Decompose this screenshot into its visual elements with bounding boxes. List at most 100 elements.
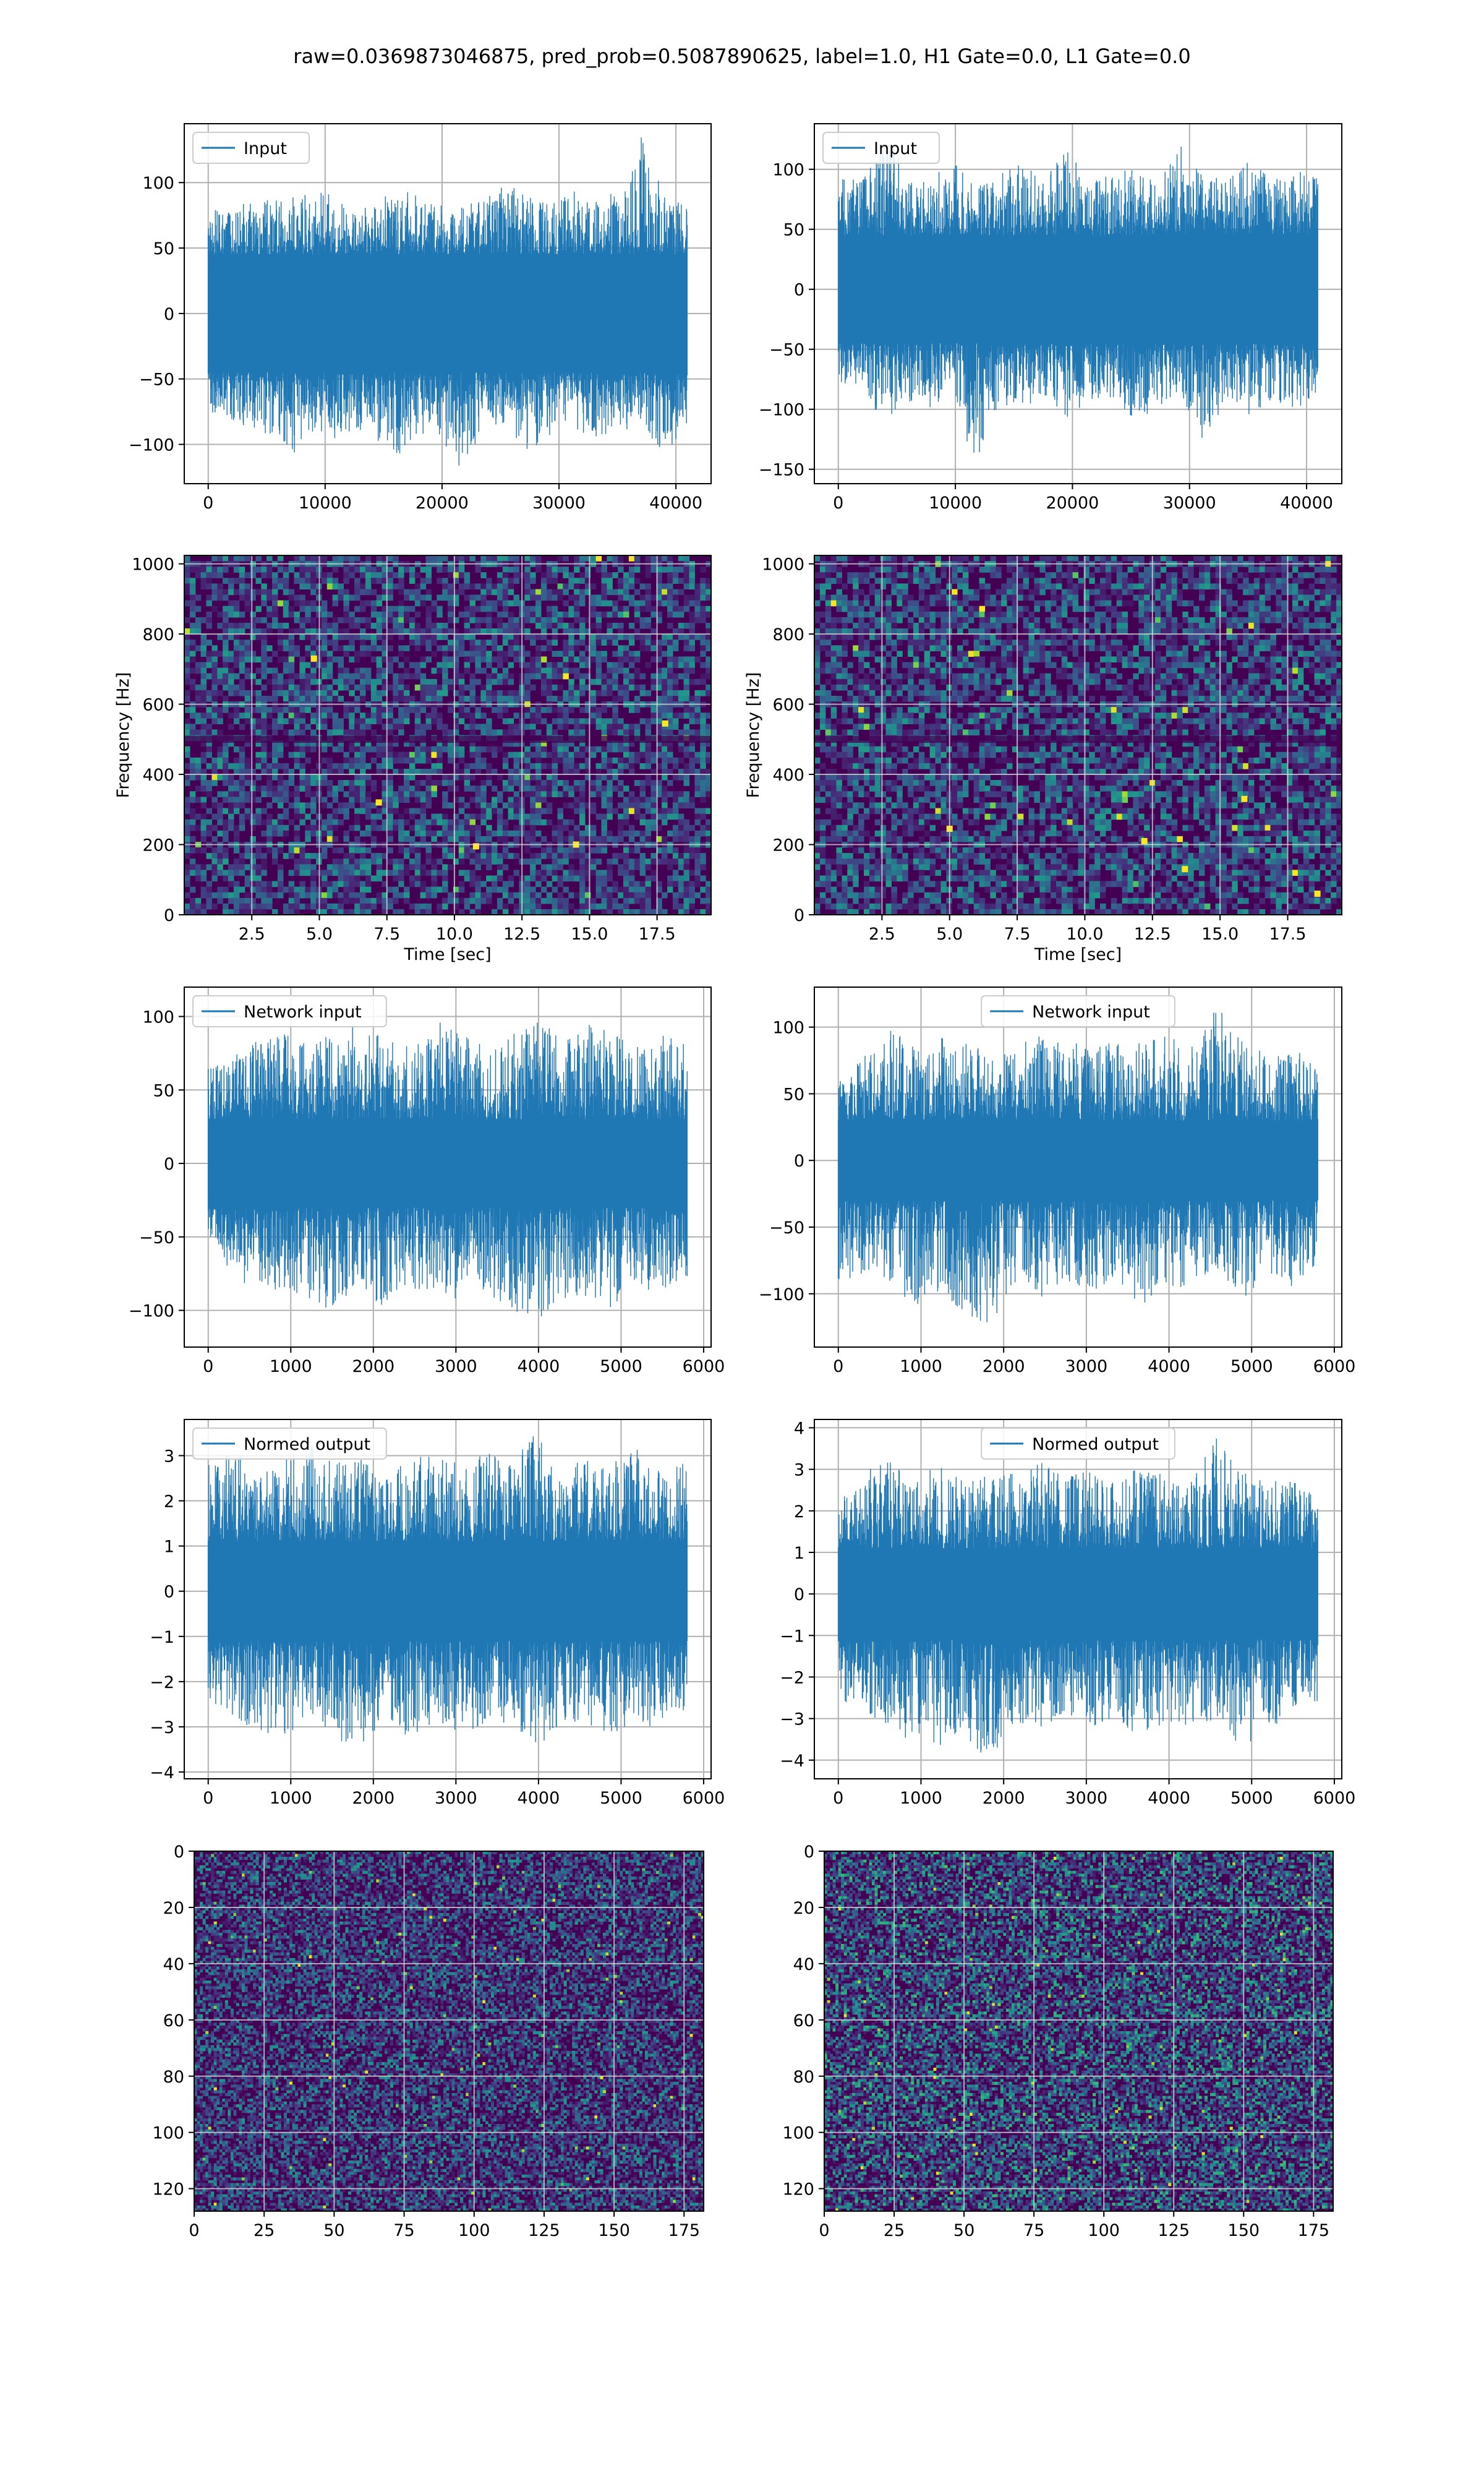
- y-tick-label: 400: [142, 766, 174, 785]
- x-tick-label: 1000: [900, 1357, 942, 1376]
- x-tick-label: 0: [203, 494, 213, 513]
- x-tick-label: 3000: [1065, 1789, 1108, 1808]
- l1-spectrogram-line-notch: [814, 736, 1342, 743]
- l1-input-axes: 0 10000 20000 30000 40000−150−100−50050100In…: [759, 124, 1342, 513]
- y-tick-label: −3: [150, 1718, 174, 1737]
- x-tick-label: 125: [528, 2221, 560, 2240]
- y-tick-label: 60: [793, 2011, 814, 2031]
- y-tick-label: 50: [783, 1085, 804, 1104]
- y-tick-label: 20: [163, 1899, 184, 1918]
- x-tick-label: 2.5: [239, 925, 265, 944]
- x-tick-label: 40000: [1280, 494, 1333, 513]
- y-tick-label: 1000: [132, 555, 174, 575]
- y-tick-label: 1000: [762, 555, 804, 575]
- x-tick-label: 125: [1158, 2221, 1190, 2240]
- hot-spot: [376, 799, 382, 805]
- x-axis-label: Time [sec]: [1034, 945, 1122, 964]
- y-tick-label: 0: [794, 1152, 804, 1171]
- x-tick-label: 25: [884, 2221, 905, 2240]
- y-tick-label: 0: [164, 1155, 174, 1174]
- y-tick-label: 600: [142, 696, 174, 715]
- y-axis-label: Frequency [Hz]: [114, 672, 133, 798]
- y-tick-label: −100: [129, 1302, 174, 1321]
- y-tick-label: −4: [780, 1752, 804, 1771]
- x-tick-label: 2000: [983, 1789, 1025, 1808]
- h1-image-cells: [194, 1851, 704, 2212]
- y-tick-label: 120: [152, 2180, 184, 2199]
- x-tick-label: 1000: [900, 1789, 942, 1808]
- h1-input-legend: Input: [193, 132, 309, 163]
- y-tick-label: 2: [164, 1492, 174, 1512]
- h1-network-input-legend: Network input: [193, 996, 386, 1027]
- y-tick-label: 40: [163, 1955, 184, 1974]
- x-tick-label: 10000: [299, 494, 352, 513]
- x-tick-label: 2000: [352, 1357, 394, 1376]
- y-tick-label: 0: [164, 305, 174, 324]
- x-tick-label: 5.0: [306, 925, 333, 944]
- y-tick-label: 3: [794, 1461, 804, 1480]
- y-tick-label: 120: [782, 2180, 814, 2199]
- x-tick-label: 100: [458, 2221, 490, 2240]
- x-tick-label: 6000: [1313, 1357, 1356, 1376]
- y-tick-label: 2: [794, 1502, 804, 1522]
- y-tick-label: 3: [164, 1447, 174, 1466]
- y-tick-label: −2: [150, 1673, 174, 1692]
- x-tick-label: 175: [668, 2221, 701, 2240]
- y-tick-label: 0: [174, 1843, 184, 1862]
- hot-spot: [1141, 838, 1148, 844]
- x-tick-label: 50: [323, 2221, 344, 2240]
- y-tick-label: 80: [793, 2068, 814, 2087]
- x-tick-label: 4000: [518, 1789, 560, 1808]
- y-tick-label: 400: [772, 766, 804, 785]
- x-axis-label: Time [sec]: [403, 945, 491, 964]
- y-tick-label: 50: [783, 221, 804, 240]
- x-tick-label: 6000: [1313, 1789, 1356, 1808]
- y-tick-label: 800: [772, 625, 804, 644]
- l1-spectrogram-cells: [814, 555, 1342, 915]
- h1-network-input-series-core: [208, 1126, 688, 1201]
- h1-normed-output-series-core: [208, 1549, 688, 1633]
- x-tick-label: 10000: [929, 494, 982, 513]
- x-tick-label: 2000: [983, 1357, 1025, 1376]
- x-tick-label: 4000: [1148, 1357, 1190, 1376]
- x-tick-label: 7.5: [1004, 925, 1031, 944]
- y-tick-label: −50: [769, 1218, 804, 1238]
- x-tick-label: 5.0: [936, 925, 963, 944]
- y-tick-label: −1: [150, 1628, 174, 1647]
- y-tick-label: −100: [129, 436, 174, 455]
- x-tick-label: 6000: [683, 1357, 725, 1376]
- y-tick-label: 0: [164, 1583, 174, 1602]
- y-tick-label: 100: [772, 161, 804, 180]
- legend-label: Network input: [1032, 1003, 1150, 1022]
- x-tick-label: 0: [833, 1357, 843, 1376]
- x-tick-label: 5000: [600, 1357, 642, 1376]
- l1-input-legend: Input: [823, 132, 939, 163]
- x-tick-label: 6000: [683, 1789, 725, 1808]
- l1-network-input-series-core: [838, 1126, 1318, 1194]
- x-tick-label: 175: [1298, 2221, 1330, 2240]
- y-tick-label: −150: [759, 461, 804, 480]
- y-tick-label: −50: [139, 1228, 174, 1248]
- x-tick-label: 0: [203, 1789, 213, 1808]
- x-tick-label: 30000: [1163, 494, 1216, 513]
- y-tick-label: 80: [163, 2068, 184, 2087]
- l1-normed-output-series-core: [838, 1555, 1318, 1633]
- x-tick-label: 0: [819, 2221, 829, 2240]
- l1-network-input-axes: 0 1000 2000 3000 4000 5000 6000−100−50050100Ne…: [759, 987, 1355, 1376]
- hot-spot: [1182, 866, 1188, 872]
- hot-spot: [662, 721, 668, 727]
- subplot-grid: 0 10000 20000 30000 40000−100−50050100Input0…: [114, 124, 1355, 2240]
- figure-title: raw=0.0369873046875, pred_prob=0.5087890…: [293, 45, 1190, 68]
- x-tick-label: 150: [1228, 2221, 1260, 2240]
- x-tick-label: 3000: [435, 1357, 477, 1376]
- x-tick-label: 50: [953, 2221, 974, 2240]
- y-tick-label: 200: [142, 836, 174, 855]
- h1-normed-output-axes: 0 1000 2000 3000 4000 5000 6000−4−3−2−10123Nor…: [150, 1419, 725, 1808]
- y-tick-label: 0: [804, 1843, 814, 1862]
- x-tick-label: 3000: [435, 1789, 477, 1808]
- l1-input-series-core: [838, 244, 1318, 335]
- x-tick-label: 15.0: [1201, 925, 1239, 944]
